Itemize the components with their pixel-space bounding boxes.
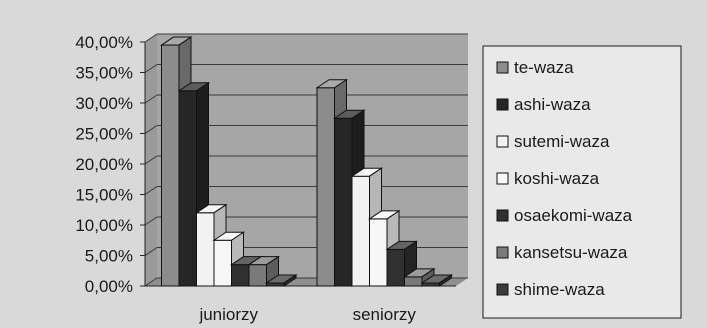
gridline-side [144, 247, 158, 256]
legend-entry: koshi-waza [514, 169, 600, 188]
y-tick-label: 30,00% [75, 94, 133, 113]
gridline-side [144, 277, 158, 287]
bar-side [439, 274, 452, 287]
bar-front [386, 248, 405, 287]
legend-swatch [496, 246, 509, 259]
legend-swatch [496, 61, 509, 74]
legend-swatch [496, 98, 509, 111]
legend-entry: osaekomi-waza [514, 206, 633, 225]
bar-front [404, 276, 423, 287]
bar-front [334, 117, 353, 287]
legend-entry: te-waza [514, 58, 574, 77]
legend-entry: kansetsu-waza [514, 243, 628, 262]
legend-swatch [496, 172, 509, 185]
category-label: seniorzy [353, 305, 417, 324]
bar [420, 274, 454, 287]
gridline-side [144, 155, 158, 165]
gridline-side [144, 125, 158, 134]
bar-front [231, 264, 250, 287]
y-tick-label: 20,00% [75, 155, 133, 174]
y-tick-label: 10,00% [75, 216, 133, 235]
legend-swatch [496, 209, 509, 222]
y-tick-label: 35,00% [75, 64, 133, 83]
gridline-side [144, 64, 158, 73]
y-tick-label: 25,00% [75, 125, 133, 144]
legend-entry: sutemi-waza [514, 132, 610, 151]
y-tick-label: 5,00% [85, 247, 133, 266]
bar-side [283, 274, 297, 287]
bar-front [196, 212, 215, 287]
y-tick-label: 40,00% [75, 33, 133, 52]
x-axis: juniorzy seniorzy [198, 305, 416, 324]
bar-front [161, 44, 180, 287]
bar-front [316, 87, 335, 287]
legend-entry: ashi-waza [514, 95, 591, 114]
gridline-side [144, 186, 158, 195]
y-tick-label: 15,00% [75, 186, 133, 205]
bar-front [178, 90, 197, 287]
legend-swatch [496, 135, 509, 148]
bar [247, 255, 281, 287]
y-axis: 0,00% 5,00% 10,00% 15,00% 20,00% 25,00% 30,00%… [75, 33, 456, 296]
category-label: juniorzy [198, 305, 258, 324]
bar-front [369, 218, 388, 287]
bar-front [213, 239, 232, 287]
bars [159, 36, 454, 287]
gridline-side [144, 216, 158, 226]
legend-entry: shime-waza [514, 280, 605, 299]
gridline-side [144, 33, 158, 43]
legend-swatch [496, 283, 509, 296]
legend: te-waza ashi-waza sutemi-waza koshi-waza osa… [482, 45, 682, 319]
legend-box [482, 45, 682, 319]
gridline-side [144, 94, 158, 104]
bar [264, 274, 298, 287]
y-tick-label: 0,00% [85, 277, 133, 296]
bar-front [351, 175, 370, 287]
bar-front [248, 264, 267, 287]
